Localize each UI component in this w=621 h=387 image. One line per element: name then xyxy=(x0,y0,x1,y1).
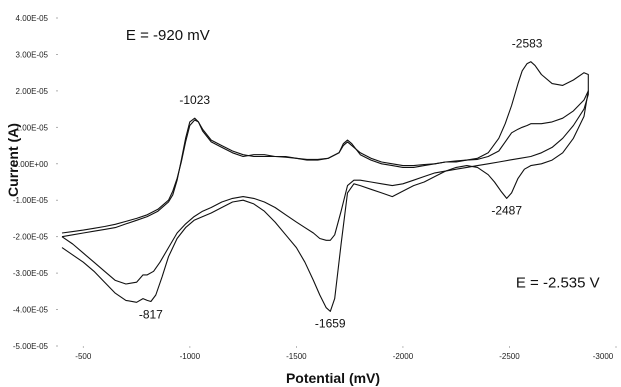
peak-label: -817 xyxy=(139,307,163,321)
peak-label: -2583 xyxy=(512,37,543,51)
y-tick-label: 1.00E-05 xyxy=(16,123,49,132)
x-tick-label: -500 xyxy=(75,352,92,361)
voltammogram-curves xyxy=(61,61,589,312)
peak-labels: -1023 -2583 -817 -1659 -2487 xyxy=(139,37,543,331)
y-axis-ticks: 4.00E-05 3.00E-05 2.00E-05 1.00E-05 0.00E+00… xyxy=(13,14,58,351)
peak-label: -2487 xyxy=(491,203,522,217)
y-tick-label: -3.00E-05 xyxy=(13,269,49,278)
x-tick-label: -3000 xyxy=(593,352,614,361)
y-axis-title: Current (A) xyxy=(5,123,21,197)
y-tick-label: 2.00E-05 xyxy=(16,87,49,96)
x-axis-ticks: -500 -1000 -1500 -2000 -2500 -3000 xyxy=(75,346,617,361)
y-tick-label: 3.00E-05 xyxy=(16,50,49,59)
y-tick-label: -1.00E-05 xyxy=(13,196,49,205)
x-tick-label: -2500 xyxy=(499,352,520,361)
x-tick-label: -1000 xyxy=(180,352,201,361)
x-axis-title: Potential (mV) xyxy=(286,370,380,386)
y-tick-label: 4.00E-05 xyxy=(16,14,49,23)
x-tick-label: -2000 xyxy=(393,352,414,361)
peak-label: -1023 xyxy=(179,93,210,107)
cv-curve-2 xyxy=(61,90,589,285)
annotations: E = -920 mV E = -2.535 V xyxy=(126,27,600,292)
y-tick-label: -4.00E-05 xyxy=(13,306,49,315)
y-tick-label: -2.00E-05 xyxy=(13,233,49,242)
cv-curve-1 xyxy=(61,61,589,312)
peak-label: -1659 xyxy=(315,316,346,330)
potential-annotation: E = -2.535 V xyxy=(516,275,600,292)
y-tick-label: -5.00E-05 xyxy=(13,342,49,351)
x-tick-label: -1500 xyxy=(286,352,307,361)
y-tick-label: 0.00E+00 xyxy=(14,160,49,169)
potential-annotation: E = -920 mV xyxy=(126,27,210,44)
